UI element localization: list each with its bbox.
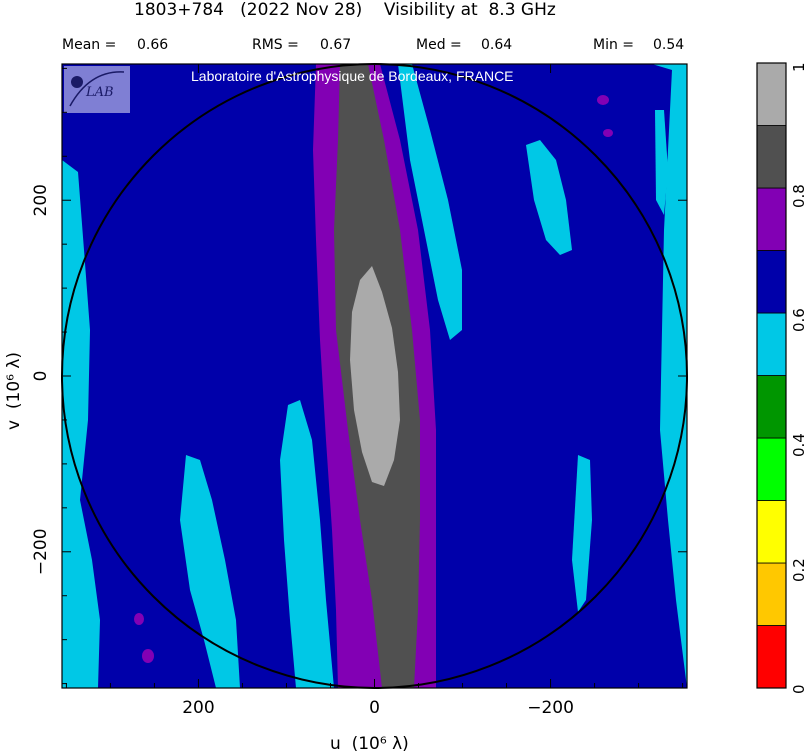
- colorbar-tick-label: 0.4: [790, 433, 808, 457]
- heatmap-level-region: [142, 649, 154, 663]
- stat-rms-label: RMS =: [252, 37, 299, 53]
- x-axis-label: u (10⁶ λ): [330, 734, 409, 754]
- heatmap-level-region: [526, 140, 572, 255]
- x-tick-label: 0: [369, 698, 380, 718]
- heatmap-level-region: [572, 455, 592, 612]
- heatmap-level-region: [603, 129, 613, 137]
- colorbar-segment: [756, 312, 787, 376]
- colorbar-tick-label: 0.8: [790, 184, 808, 208]
- heatmap-level-region: [398, 64, 462, 340]
- chart-title: 1803+784 (2022 Nov 28) Visibility at 8.3…: [134, 0, 556, 20]
- stat-med-value: 0.64: [481, 37, 513, 53]
- colorbar-segment: [756, 562, 787, 626]
- heatmap-level-region: [62, 160, 100, 688]
- heatmap-level-region: [280, 400, 334, 688]
- stat-med-label: Med =: [416, 37, 462, 53]
- colorbar-segment: [756, 500, 787, 564]
- heatmap-level-region: [652, 64, 687, 688]
- heatmap-level-region: [597, 95, 609, 105]
- colorbar-segment: [756, 375, 787, 439]
- colorbar-segment: [756, 250, 787, 314]
- x-tick-label: −200: [527, 698, 574, 718]
- lab-logo-arc: [69, 71, 125, 107]
- stat-min-value: 0.54: [653, 37, 685, 53]
- y-tick-label: −200: [31, 528, 51, 575]
- heatmap-level-region: [180, 455, 240, 688]
- y-tick-label: 0: [31, 371, 51, 382]
- colorbar-segment: [756, 625, 787, 689]
- plot-overlay: 200 0 −200 200 0 −200: [31, 63, 688, 718]
- colorbar: [756, 62, 787, 689]
- heatmap-level-region: [655, 110, 668, 215]
- heatmap-level-region: [134, 613, 144, 625]
- heatmap-level-region: [350, 266, 400, 486]
- colorbar-tick-label: 1: [790, 62, 808, 72]
- x-tick-label: 200: [182, 698, 214, 718]
- lab-logo: [64, 66, 130, 113]
- colorbar-frame: [756, 62, 787, 689]
- colorbar-tick-label: 0.2: [790, 558, 808, 582]
- colorbar-tick-label: 0: [790, 684, 808, 694]
- stat-min-label: Min =: [593, 37, 635, 53]
- colorbar-segment: [756, 437, 787, 501]
- stat-mean-value: 0.66: [137, 37, 169, 53]
- colorbar-tick-label: 0.6: [790, 308, 808, 332]
- stat-mean-label: Mean =: [62, 37, 117, 53]
- heatmap-field: [62, 64, 687, 688]
- stat-rms-value: 0.67: [320, 37, 352, 53]
- colorbar-segment: [756, 187, 787, 251]
- lab-logo-text: LAB: [86, 85, 114, 100]
- y-axis-label: v (10⁶ λ): [4, 351, 24, 430]
- watermark-text: Laboratoire d'Astrophysique de Bordeaux,…: [191, 68, 514, 84]
- colorbar-segment: [756, 62, 787, 126]
- lab-logo-dot: [71, 76, 83, 88]
- y-tick-label: 200: [31, 184, 51, 216]
- colorbar-segment: [756, 125, 787, 189]
